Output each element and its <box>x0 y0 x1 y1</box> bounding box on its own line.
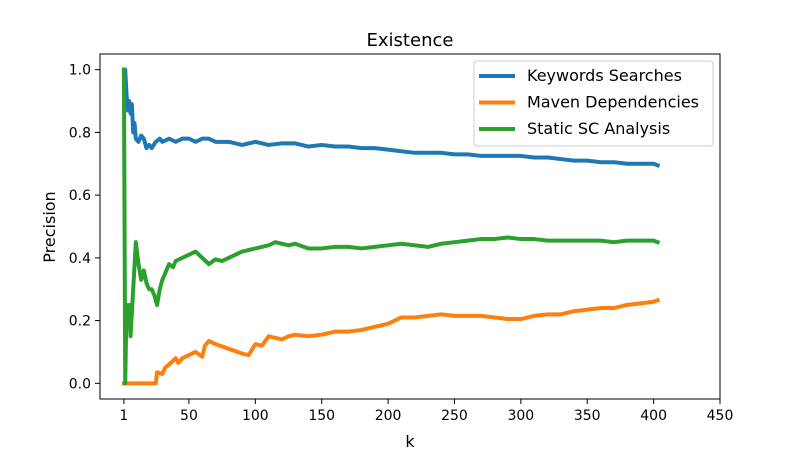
x-tick-label: 300 <box>507 408 534 424</box>
x-tick-label: 450 <box>707 408 734 424</box>
x-tick-label: 150 <box>308 408 335 424</box>
x-tick-label: 1 <box>119 408 128 424</box>
x-tick-label: 250 <box>441 408 468 424</box>
series-line-3 <box>121 67 661 386</box>
chart-title: Existence <box>367 30 454 51</box>
y-tick-label: 0.8 <box>69 125 91 141</box>
series-line-2 <box>121 297 661 386</box>
y-axis: 0.0 0.2 0.4 0.6 0.8 1.0 <box>69 63 100 392</box>
x-tick-label: 200 <box>375 408 402 424</box>
x-tick-label: 400 <box>640 408 667 424</box>
series-line-1 <box>121 67 661 168</box>
plot-frame <box>99 53 721 400</box>
legend-label: Static SC Analysis <box>527 119 670 138</box>
legend-label: Maven Dependencies <box>527 93 699 112</box>
legend-box <box>473 60 714 147</box>
x-tick-label: 350 <box>574 408 601 424</box>
chart-legend: Keywords Searches Maven Dependencies Stati… <box>473 60 714 147</box>
x-tick-label: 50 <box>180 408 198 424</box>
y-tick-label: 0.2 <box>69 314 91 330</box>
x-tick-label: 100 <box>242 408 269 424</box>
y-tick-label: 1.0 <box>69 63 91 79</box>
y-tick-label: 0.6 <box>69 188 91 204</box>
y-tick-label: 0.4 <box>69 251 91 267</box>
x-axis: 1 50 100 150 200 250 300 350 400 450 <box>119 399 733 424</box>
y-axis-label: Precision <box>40 191 59 262</box>
y-tick-label: 0.0 <box>69 376 91 392</box>
legend-label: Keywords Searches <box>527 66 682 85</box>
plot-area <box>121 67 661 386</box>
x-axis-label: k <box>405 432 415 450</box>
